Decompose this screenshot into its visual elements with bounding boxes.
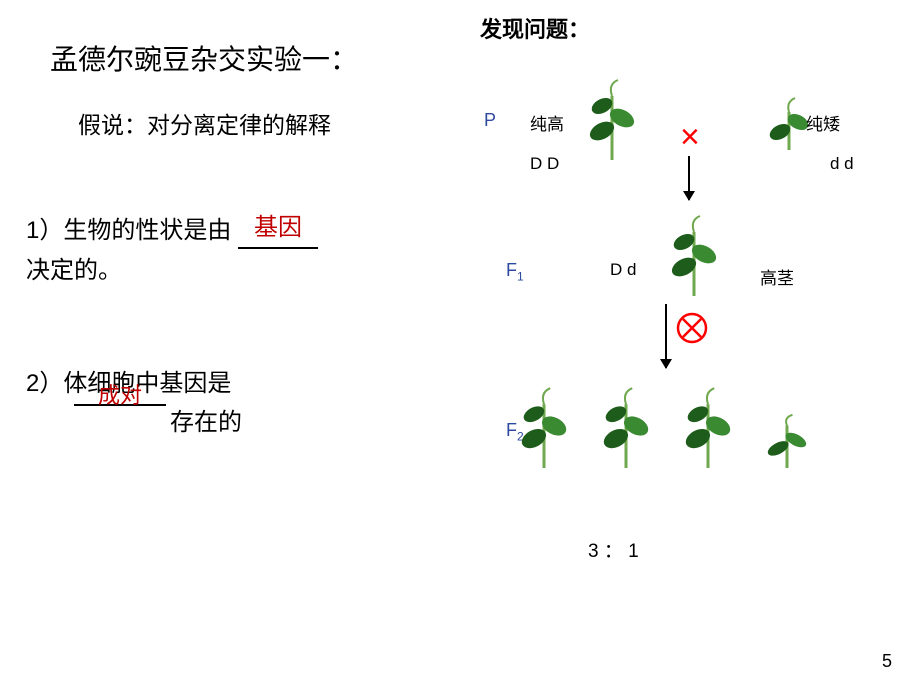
gen-label-f1: F1 [506,260,524,284]
q1-suffix: 决定的。 [26,257,122,284]
self-cross-icon [676,312,708,344]
discover-heading: 发现问题： [480,12,590,44]
p-tall-genotype: D D [530,154,559,174]
q2-fill: 成对 [74,378,166,410]
f1-letter: F [506,260,517,280]
q2-tail: 存在的 [170,402,242,437]
f2-letter: F [506,420,517,440]
gen-label-p: P [484,110,496,131]
p-tall-label: 纯高 [530,110,564,135]
f1-sub: 1 [517,270,524,284]
plant-p-short-icon [768,94,810,150]
f1-genotype: D d [610,260,636,280]
p-short-label: 纯矮 [806,110,840,135]
plant-f2-1-icon [520,384,568,468]
plant-f1-icon [670,212,718,296]
plant-f2-2-icon [602,384,650,468]
q2-blank: 成对 [74,404,166,406]
f2-ratio: 3 ： 1 [588,536,639,563]
f1-phenotype: 高茎 [760,264,794,289]
arrow-p-to-f1-icon [688,156,690,200]
slide-title: 孟德尔豌豆杂交实验一： [50,38,358,78]
p-short-genotype: d d [830,154,854,174]
plant-f2-4-icon [766,412,808,468]
page-number: 5 [882,651,892,672]
q1-fill: 基因 [238,209,318,249]
plant-f2-3-icon [684,384,732,468]
arrow-f1-to-f2-icon [665,304,667,368]
q1-prefix: 1）生物的性状是由 [26,217,231,244]
slide-subtitle: 假说：对分离定律的解释 [78,106,331,140]
genetics-diagram: P 纯高 D D × 纯矮 d d F1 D d 高茎 F2 3 ： 1 [470,64,900,594]
cross-symbol-icon: × [680,118,700,157]
question-1: 1）生物的性状是由 基因 决定的。 [26,212,318,291]
plant-p-tall-icon [588,76,636,160]
